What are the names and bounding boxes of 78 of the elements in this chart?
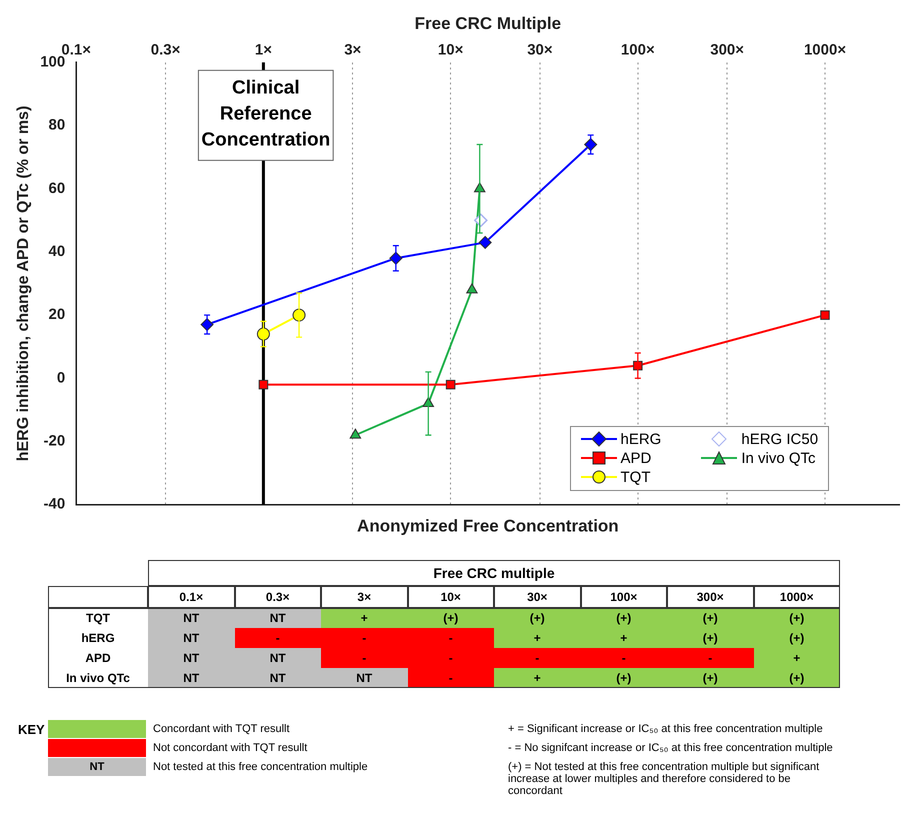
text: (+): [616, 671, 632, 685]
y-tick-label: 0: [56, 369, 66, 386]
text: -: [708, 651, 712, 665]
text: NT: [183, 671, 200, 685]
text: -: [362, 651, 366, 665]
legend-label: TQT: [620, 468, 650, 486]
text: (+): [616, 611, 632, 625]
text: -: [276, 631, 280, 645]
text: - = No signifcant increase or IC₅₀ at this free concentration multiple: [508, 742, 834, 754]
text: NT: [270, 611, 286, 625]
text: NT: [183, 611, 200, 625]
text: -: [622, 651, 626, 665]
text: -: [535, 651, 540, 665]
category-label: 300×: [667, 586, 754, 608]
text: (+): [530, 611, 545, 625]
x-tick-label: 3×: [344, 42, 362, 59]
legend-label: In vivo QTc: [741, 450, 816, 467]
text: -: [362, 631, 366, 645]
legend-title: KEY: [18, 722, 45, 737]
text: (+): [702, 631, 718, 645]
x-tick-label: 30×: [527, 42, 553, 59]
text: (+): [789, 611, 804, 625]
x-tick-label: 0.3×: [150, 42, 181, 59]
text: -: [448, 631, 453, 645]
text: -: [448, 671, 453, 685]
text: +: [534, 671, 541, 685]
text: NT: [356, 671, 372, 685]
category-label: 30×: [494, 586, 580, 608]
category-label: 0.3×: [234, 586, 321, 608]
text: NT: [183, 631, 200, 645]
text: (+) = Not tested at this free concentration multiple but significant increase at lower multiples and therefore considered to be concordant: [508, 761, 820, 797]
text: -: [448, 651, 453, 665]
text: +: [534, 631, 541, 645]
text: Free CRC multiple: [148, 560, 840, 586]
text: NT: [183, 651, 200, 665]
legend-label: hERG IC50: [741, 430, 818, 448]
y-tick-label: 20: [48, 306, 66, 324]
category-label: hERG: [81, 631, 115, 645]
text: +: [620, 631, 628, 645]
text: + = Significant increase or IC₅₀ at this free concentration multiple: [508, 723, 824, 735]
y-tick-label: -20: [44, 432, 66, 450]
x2-axis-title: Anonymized Free Concentration: [357, 516, 619, 536]
category-label: 0.1×: [148, 586, 234, 608]
y-tick-label: 80: [48, 116, 66, 134]
key-swatch: NT: [48, 758, 146, 776]
x-tick-label: 1×: [254, 42, 272, 59]
text: +: [793, 651, 800, 665]
ref-line-label: Clinical Reference Concentration: [201, 78, 330, 151]
x-tick-label: 1000×: [804, 42, 846, 59]
legend-label: APD: [620, 450, 652, 467]
category-label: In vivo QTc: [66, 671, 130, 685]
y-axis-title: hERG inhibition, change APD or QTc (% or ms): [15, 106, 32, 462]
x-tick-label: 100×: [620, 42, 655, 59]
text: NT: [270, 651, 286, 665]
text: Concordant with TQT resullt: [153, 723, 290, 735]
category-label: 1000×: [754, 586, 840, 608]
category-label: 3×: [321, 586, 408, 608]
y-tick-label: 100: [40, 54, 66, 71]
text: Not tested at this free concentration multiple: [153, 761, 368, 773]
text: (+): [702, 671, 718, 685]
y-tick-label: 60: [48, 180, 66, 197]
category-label: APD: [85, 651, 111, 665]
text: (+): [789, 631, 804, 645]
text: (+): [789, 671, 804, 685]
x-tick-label: 300×: [710, 42, 744, 59]
x-axis-title: Free CRC Multiple: [414, 14, 562, 33]
text: (+): [443, 611, 458, 625]
text: Not concordant with TQT resullt: [153, 742, 308, 754]
category-label: 10×: [408, 586, 494, 608]
text: (+): [702, 611, 718, 625]
x-tick-label: 10×: [438, 42, 464, 59]
text: NT: [270, 671, 286, 685]
category-label: 100×: [580, 586, 667, 608]
legend-label: hERG: [620, 430, 662, 448]
y-tick-label: -40: [44, 496, 66, 513]
y-tick-label: 40: [48, 243, 66, 260]
category-label: TQT: [86, 611, 110, 625]
text: +: [360, 611, 368, 625]
